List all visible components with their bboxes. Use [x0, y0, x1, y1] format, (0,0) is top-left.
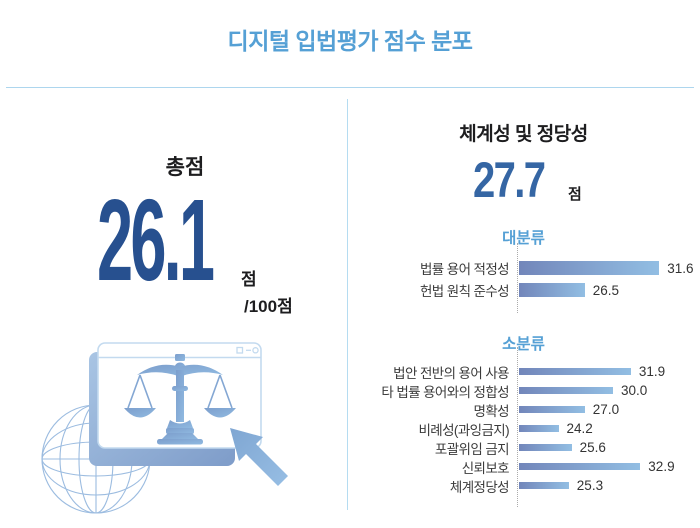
bar-track: 31.6	[515, 261, 695, 276]
bar-row: 헌법 원칙 준수성 26.5	[355, 279, 695, 301]
total-score-label: 총점	[165, 156, 205, 179]
bar-value: 27.0	[592, 402, 620, 417]
bar	[519, 406, 585, 413]
bar-track: 25.3	[515, 478, 695, 493]
bar-track: 26.5	[515, 283, 695, 298]
header-divider	[6, 87, 694, 88]
major-category-chart: 법률 용어 적정성 31.6 헌법 원칙 준수성 26.5	[355, 243, 695, 313]
bar-value: 25.3	[576, 478, 604, 493]
bar-row: 타 법률 용어와의 정합성 30.0	[355, 381, 695, 400]
bar	[519, 368, 631, 375]
panel-divider	[347, 99, 348, 510]
chart-axis	[517, 347, 518, 507]
page-title: 디지털 입법평가 점수 분포	[227, 28, 473, 54]
bar-value: 24.2	[566, 421, 593, 436]
bar-track: 30.0	[515, 383, 695, 398]
total-score-unit: 점	[241, 270, 257, 289]
bar-label: 법안 전반의 용어 사용	[393, 365, 509, 381]
chart-axis	[517, 243, 518, 313]
bar-value: 30.0	[621, 383, 648, 398]
minor-category-chart: 법안 전반의 용어 사용 31.9 타 법률 용어와의 정합성 30.0 명확성…	[355, 347, 695, 507]
bar-label: 타 법률 용어와의 정합성	[381, 384, 509, 400]
bar	[519, 261, 660, 275]
bar	[519, 387, 613, 394]
bar	[519, 425, 559, 432]
bar	[519, 463, 641, 470]
bar-track: 25.6	[515, 440, 695, 455]
total-score-denominator: /100점	[244, 297, 293, 316]
bar-row: 포괄위임 금지 25.6	[355, 438, 695, 457]
bar-value: 31.6	[667, 260, 694, 276]
bar-track: 32.9	[515, 459, 695, 474]
bar-track: 24.2	[515, 421, 695, 436]
bar-row: 신뢰보호 32.9	[355, 457, 695, 476]
bar	[519, 482, 569, 489]
group-label-major: 대분류	[502, 230, 545, 247]
justice-scales-icon	[124, 354, 236, 445]
bar-label: 명확성	[473, 403, 510, 419]
sub-score-value: 27.7	[473, 152, 546, 208]
bar-label: 법률 용어 적정성	[419, 262, 510, 277]
bar-row: 명확성 27.0	[355, 400, 695, 419]
cursor-arrow-icon	[230, 428, 288, 486]
bar-value: 25.6	[579, 440, 606, 455]
bar-row: 체계정당성 25.3	[355, 476, 695, 495]
bar	[519, 283, 585, 297]
bar-label: 헌법 원칙 준수성	[419, 284, 510, 299]
bar-label: 포괄위임 금지	[434, 441, 510, 457]
bar-row: 법률 용어 적정성 31.6	[355, 257, 695, 279]
group-label-minor: 소분류	[502, 336, 545, 353]
legislation-illustration	[41, 342, 288, 514]
bar-value: 26.5	[592, 282, 619, 298]
sub-panel-title: 체계성 및 정당성	[459, 124, 588, 145]
window-controls-icon	[236, 346, 259, 354]
bar-track: 31.9	[515, 364, 695, 379]
bar-row: 법안 전반의 용어 사용 31.9	[355, 362, 695, 381]
bar-label: 체계정당성	[449, 479, 510, 495]
bar-value: 31.9	[638, 364, 666, 379]
bar-row: 비례성(과잉금지) 24.2	[355, 419, 695, 438]
bar-value: 32.9	[648, 459, 675, 474]
bar-label: 신뢰보호	[461, 460, 510, 476]
bar-label: 비례성(과잉금지)	[418, 422, 509, 438]
bar-track: 27.0	[515, 402, 695, 417]
total-score-value: 26.1	[97, 175, 215, 305]
sub-score-unit: 점	[568, 186, 582, 203]
bar	[519, 444, 572, 451]
